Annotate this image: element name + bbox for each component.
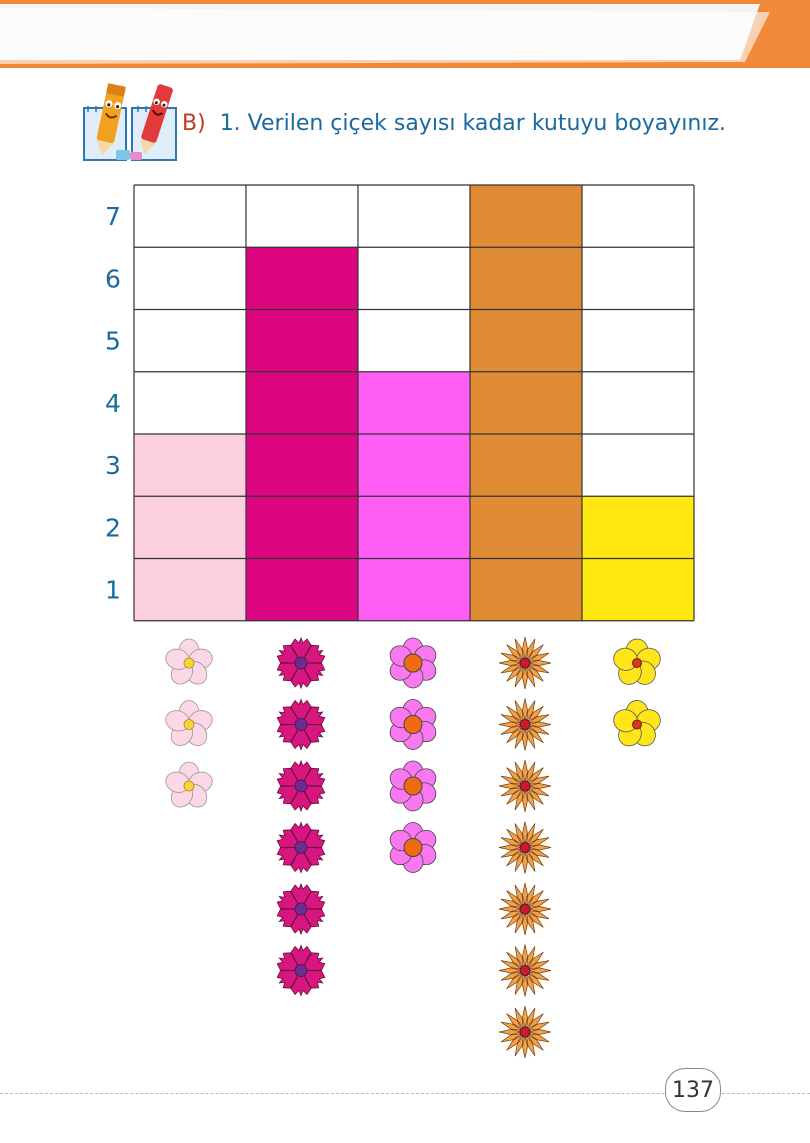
- yellow-flower-icon: [613, 638, 661, 685]
- orange-star-flower-icon: [498, 1005, 552, 1059]
- pink-flower-orange-center-icon: [389, 760, 437, 812]
- y-tick-label: 5: [105, 327, 121, 356]
- orange-star-flower-icon: [498, 882, 552, 936]
- yellow-flower-icon: [613, 700, 661, 747]
- y-tick-label: 4: [105, 389, 121, 418]
- pink-flower-orange-center-icon: [389, 637, 437, 689]
- magenta-carnation-icon: [276, 944, 326, 997]
- pale-pink-flower-icon: [165, 638, 213, 685]
- y-tick-label: 6: [105, 264, 121, 293]
- orange-star-flower-icon: [498, 821, 552, 874]
- magenta-carnation-icon: [276, 636, 326, 690]
- pale-pink-flower-icon: [165, 700, 213, 746]
- bar-4: [470, 185, 582, 621]
- y-tick-label: 7: [105, 202, 121, 231]
- magenta-carnation-icon: [276, 821, 326, 874]
- section-label: B): [182, 110, 206, 136]
- instruction-text: 1. Verilen çiçek sayısı kadar kutuyu boy…: [219, 110, 727, 136]
- exercise-heading: B) 1. Verilen çiçek sayısı kadar kutuyu …: [80, 78, 726, 168]
- pale-pink-flower-icon: [165, 761, 213, 808]
- top-decorative-band: [0, 0, 810, 68]
- footer-dashed-line: [0, 1093, 810, 1094]
- bar-1: [134, 434, 246, 621]
- orange-star-flower-icon: [498, 698, 552, 751]
- y-tick-label: 1: [105, 576, 121, 605]
- pink-flower-orange-center-icon: [389, 699, 437, 750]
- orange-star-flower-icon: [498, 636, 552, 690]
- y-tick-label: 3: [105, 451, 121, 480]
- magenta-carnation-icon: [276, 698, 326, 751]
- orange-star-flower-icon: [498, 944, 552, 997]
- y-tick-label: 2: [105, 513, 121, 542]
- orange-star-flower-icon: [498, 759, 552, 813]
- magenta-carnation-icon: [276, 882, 326, 936]
- page-number: 137: [665, 1068, 721, 1112]
- pencil-mascot-icon: [83, 83, 177, 161]
- pink-flower-orange-center-icon: [389, 822, 437, 873]
- magenta-carnation-icon: [276, 759, 326, 813]
